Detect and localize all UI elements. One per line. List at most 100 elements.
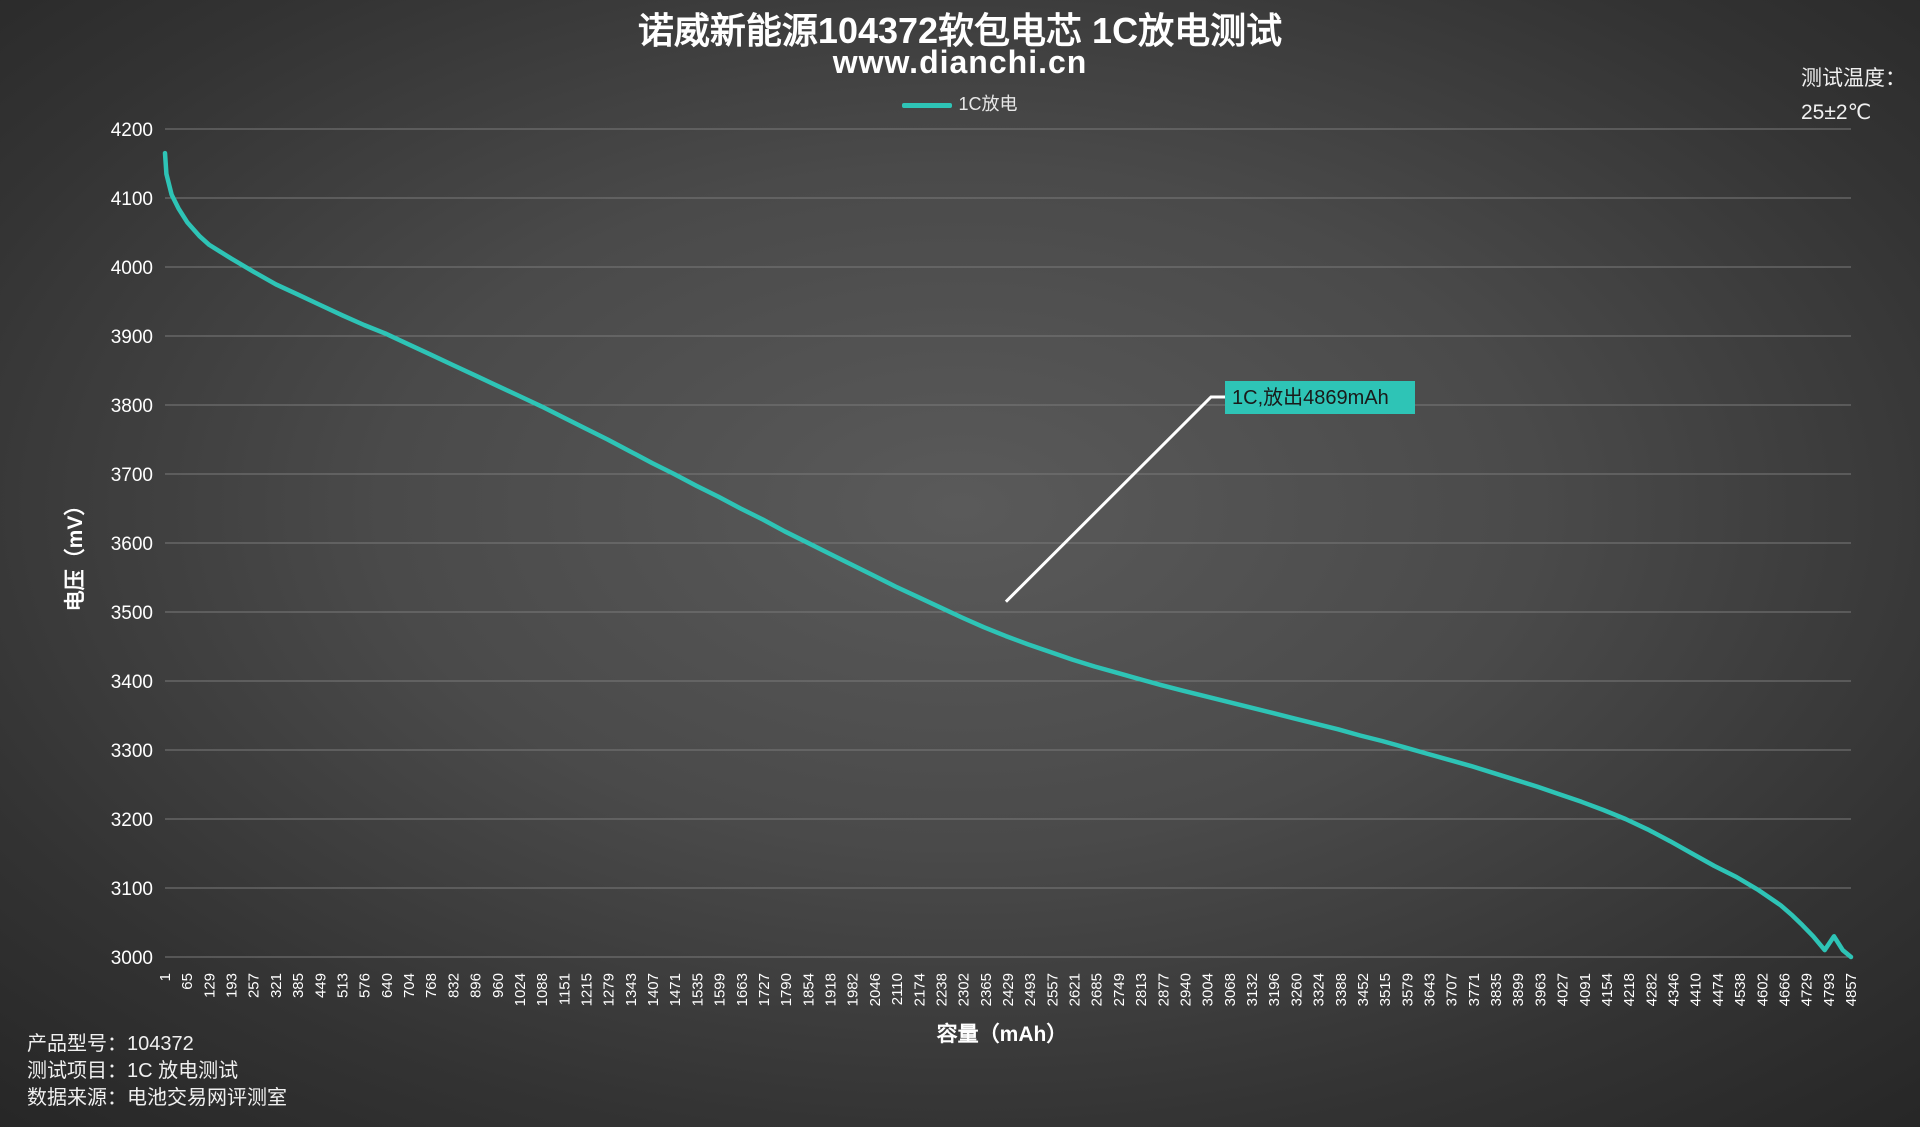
x-tick-label: 3963 bbox=[1532, 973, 1549, 1006]
legend-label: 1C放电 bbox=[958, 94, 1018, 114]
x-tick-label: 4282 bbox=[1643, 973, 1660, 1006]
y-tick-label: 3700 bbox=[111, 465, 153, 486]
info-source: 数据来源：电池交易网评测室 bbox=[27, 1087, 287, 1109]
x-tick-label: 2110 bbox=[889, 973, 906, 1005]
x-tick-label: 1663 bbox=[734, 973, 751, 1006]
x-tick-label: 2174 bbox=[911, 973, 928, 1006]
x-tick-label: 4091 bbox=[1577, 973, 1594, 1006]
x-tick-label: 193 bbox=[224, 973, 241, 998]
x-tick-label: 2238 bbox=[933, 973, 950, 1006]
x-tick-label: 832 bbox=[445, 973, 462, 998]
x-tick-label: 704 bbox=[401, 973, 418, 998]
x-tick-label: 3515 bbox=[1377, 973, 1394, 1006]
grid-lines bbox=[165, 128, 1851, 958]
x-tick-label: 4793 bbox=[1821, 973, 1838, 1006]
x-tick-label: 1279 bbox=[601, 973, 618, 1006]
x-tick-label: 768 bbox=[423, 973, 440, 998]
x-tick-label: 896 bbox=[468, 973, 485, 998]
x-tick-label: 4027 bbox=[1555, 973, 1572, 1006]
x-tick-label: 2749 bbox=[1111, 973, 1128, 1006]
x-tick-label: 2302 bbox=[956, 973, 973, 1006]
annotation-box bbox=[1225, 381, 1415, 414]
y-tick-labels: 3000 3100 3200 3300 3400 3500 3600 3700 3800 3900… bbox=[111, 120, 153, 969]
x-tick-label: 1918 bbox=[823, 973, 840, 1006]
x-tick-label: 1471 bbox=[667, 973, 684, 1006]
x-tick-label: 1535 bbox=[689, 973, 706, 1006]
x-tick-label: 129 bbox=[201, 973, 218, 998]
info-panel: 产品型号：104372 测试项目：1C 放电测试 数据来源：电池交易网评测室 bbox=[27, 1031, 287, 1112]
info-item: 测试项目：1C 放电测试 bbox=[27, 1060, 239, 1082]
x-tick-label: 576 bbox=[357, 973, 374, 998]
legend: 1C放电 bbox=[0, 90, 1920, 116]
annotation-label: 1C,放出4869mAh bbox=[1232, 386, 1389, 409]
x-tick-label: 257 bbox=[246, 973, 263, 998]
x-tick-label: 3452 bbox=[1355, 973, 1372, 1006]
x-tick-label: 1790 bbox=[778, 973, 795, 1006]
x-tick-label: 3771 bbox=[1466, 973, 1483, 1006]
x-tick-label: 3004 bbox=[1200, 973, 1217, 1006]
test-temperature: 测试温度： 25±2℃ bbox=[1801, 62, 1906, 130]
x-tick-label: 4346 bbox=[1666, 973, 1683, 1006]
x-tick-label: 4666 bbox=[1776, 973, 1793, 1006]
y-tick-label: 3200 bbox=[111, 810, 153, 831]
x-tick-label: 2429 bbox=[1000, 973, 1017, 1006]
x-tick-label: 3579 bbox=[1399, 973, 1416, 1006]
y-tick-label: 4000 bbox=[111, 258, 153, 279]
x-tick-label: 1088 bbox=[534, 973, 551, 1006]
x-tick-label: 2365 bbox=[978, 973, 995, 1006]
x-tick-label: 2813 bbox=[1133, 973, 1150, 1006]
x-tick-label: 1151 bbox=[556, 973, 573, 1005]
chart-title: 诺威新能源104372软包电芯 1C放电测试 bbox=[637, 10, 1283, 51]
y-tick-label: 3000 bbox=[111, 948, 153, 969]
x-tick-label: 1599 bbox=[712, 973, 729, 1006]
x-tick-label: 65 bbox=[179, 973, 196, 990]
x-tick-label: 321 bbox=[268, 973, 285, 998]
x-tick-label: 2557 bbox=[1044, 973, 1061, 1006]
x-tick-label: 2940 bbox=[1177, 973, 1194, 1006]
info-model: 产品型号：104372 bbox=[27, 1033, 194, 1055]
annotation: 1C,放出4869mAh bbox=[1004, 381, 1415, 603]
x-tick-label: 3132 bbox=[1244, 973, 1261, 1006]
x-tick-label: 4218 bbox=[1621, 973, 1638, 1006]
x-tick-label: 3260 bbox=[1288, 973, 1305, 1006]
x-tick-label: 2046 bbox=[867, 973, 884, 1006]
y-tick-label: 3800 bbox=[111, 396, 153, 417]
x-tick-label: 4474 bbox=[1710, 973, 1727, 1006]
x-tick-label: 4154 bbox=[1599, 973, 1616, 1006]
x-tick-label: 4538 bbox=[1732, 973, 1749, 1006]
x-axis-label: 容量（mAh） bbox=[937, 1022, 1068, 1046]
x-tick-label: 1854 bbox=[800, 973, 817, 1006]
x-tick-label: 3707 bbox=[1444, 973, 1461, 1006]
y-axis-label: 电压（mV） bbox=[63, 495, 87, 612]
x-tick-label: 640 bbox=[379, 973, 396, 998]
x-tick-label: 1982 bbox=[845, 973, 862, 1006]
x-tick-label: 2493 bbox=[1022, 973, 1039, 1006]
x-tick-label: 3196 bbox=[1266, 973, 1283, 1006]
x-tick-label: 1 bbox=[157, 973, 174, 981]
x-tick-label: 3068 bbox=[1222, 973, 1239, 1006]
x-tick-label: 3324 bbox=[1311, 973, 1328, 1006]
x-tick-label: 2877 bbox=[1155, 973, 1172, 1006]
y-tick-label: 4100 bbox=[111, 189, 153, 210]
x-tick-label: 2621 bbox=[1067, 973, 1084, 1006]
y-tick-label: 3300 bbox=[111, 741, 153, 762]
x-tick-label: 1407 bbox=[645, 973, 662, 1006]
chart-subtitle: www.dianchi.cn bbox=[832, 44, 1088, 80]
x-tick-label: 1024 bbox=[512, 973, 529, 1006]
x-tick-label: 513 bbox=[334, 973, 351, 998]
x-tick-labels: 1 65 129 193 257 321 385 449 513 576 640 704 768 832 8… bbox=[157, 973, 1860, 1006]
x-tick-label: 960 bbox=[490, 973, 507, 998]
x-tick-label: 2685 bbox=[1089, 973, 1106, 1006]
x-tick-label: 1343 bbox=[623, 973, 640, 1006]
x-tick-label: 3388 bbox=[1333, 973, 1350, 1006]
x-tick-label: 1727 bbox=[756, 973, 773, 1006]
y-tick-label: 3900 bbox=[111, 327, 153, 348]
y-tick-label: 3400 bbox=[111, 672, 153, 693]
x-tick-label: 3899 bbox=[1510, 973, 1527, 1006]
series-line bbox=[162, 150, 1854, 960]
y-tick-label: 4200 bbox=[111, 120, 153, 141]
test-temperature-label: 测试温度： bbox=[1801, 67, 1906, 90]
legend-swatch bbox=[902, 102, 953, 108]
x-tick-label: 4857 bbox=[1843, 973, 1860, 1006]
